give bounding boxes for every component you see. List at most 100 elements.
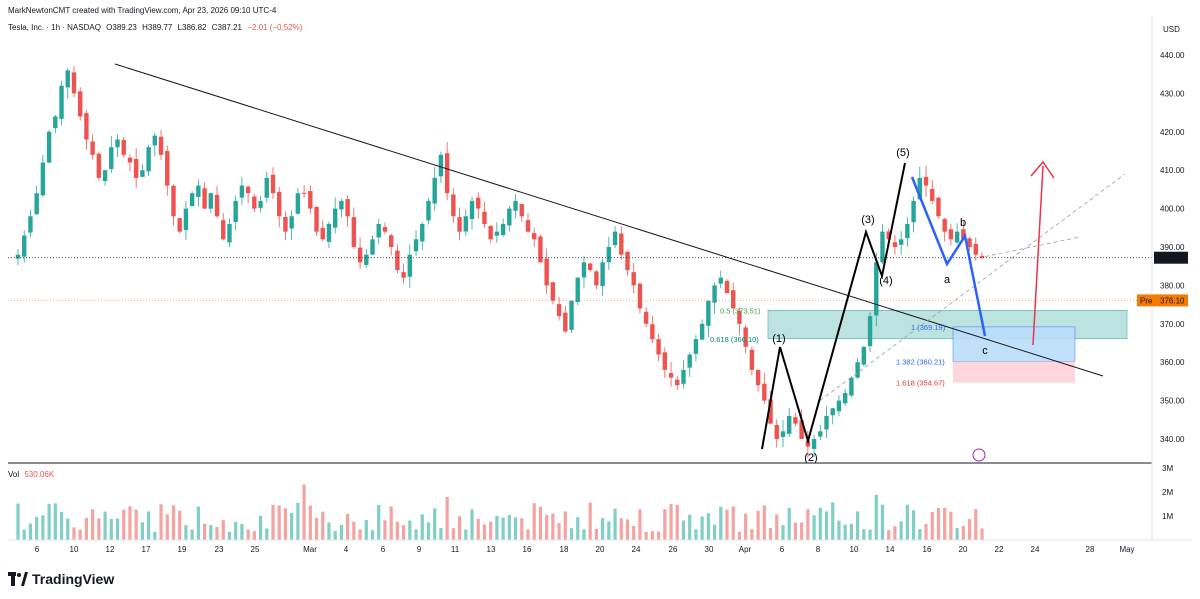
candle-body bbox=[718, 277, 723, 284]
candle-body bbox=[239, 185, 245, 198]
volume-bar bbox=[59, 511, 64, 540]
volume-bar bbox=[377, 504, 381, 540]
volume-bar bbox=[364, 519, 368, 540]
candle-body bbox=[252, 196, 257, 209]
volume-bar bbox=[638, 509, 642, 540]
volume-bar bbox=[607, 521, 611, 540]
candle-body bbox=[693, 339, 699, 354]
volume-bar bbox=[296, 502, 300, 540]
x-tick-label: 14 bbox=[886, 545, 895, 554]
volume-bar bbox=[731, 506, 735, 540]
volume-bar bbox=[824, 511, 829, 540]
wave-label: a bbox=[944, 274, 951, 286]
candle-body bbox=[308, 191, 313, 209]
dashed-trend-line bbox=[819, 173, 1126, 401]
x-tick-label: 12 bbox=[106, 545, 115, 554]
candle-body bbox=[494, 231, 500, 236]
candle-body bbox=[867, 316, 873, 347]
candle-body bbox=[463, 216, 468, 232]
candle-body bbox=[774, 424, 779, 439]
candle-body bbox=[923, 176, 929, 186]
candle-body bbox=[364, 254, 369, 265]
volume-bar bbox=[775, 514, 779, 540]
candle-body bbox=[90, 141, 95, 155]
y-tick-label: 390.00 bbox=[1160, 243, 1185, 252]
volume-bar bbox=[955, 527, 959, 540]
volume-legend: Vol 530.06K bbox=[8, 470, 57, 479]
candle-body bbox=[158, 136, 164, 155]
volume-bar bbox=[283, 508, 288, 540]
candle-body bbox=[320, 227, 325, 240]
volume-bar bbox=[209, 525, 213, 540]
volume-bar bbox=[669, 504, 673, 540]
candle-body bbox=[407, 254, 413, 277]
x-tick-label: 16 bbox=[923, 545, 932, 554]
volume-bar bbox=[712, 524, 717, 540]
candle-body bbox=[575, 277, 580, 303]
volume-bar bbox=[78, 529, 82, 540]
volume-bar bbox=[619, 518, 623, 540]
x-tick-label: 9 bbox=[417, 545, 422, 554]
x-tick-label: 13 bbox=[487, 545, 496, 554]
wave-label: (5) bbox=[896, 147, 909, 159]
volume-bar bbox=[501, 517, 505, 540]
candle-body bbox=[196, 185, 201, 197]
volume-bar bbox=[246, 529, 250, 540]
candle-body bbox=[967, 238, 972, 247]
candle-body bbox=[133, 158, 139, 178]
correction-wave-line bbox=[910, 176, 987, 337]
candle-body bbox=[973, 243, 978, 255]
candle-body bbox=[538, 236, 543, 263]
volume-bar bbox=[202, 523, 207, 540]
volume-tick-label: 3M bbox=[1162, 464, 1173, 473]
candle-body bbox=[395, 250, 400, 271]
volume-bar bbox=[762, 505, 766, 540]
candle-body bbox=[942, 219, 947, 232]
candle-body bbox=[426, 200, 431, 221]
volume-bar bbox=[308, 505, 312, 540]
volume-bar bbox=[930, 512, 934, 540]
tradingview-logo[interactable]: TradingView bbox=[8, 571, 114, 587]
volume-bar bbox=[650, 531, 654, 540]
candle-body bbox=[283, 216, 288, 232]
candle-body bbox=[699, 323, 705, 340]
volume-bar bbox=[856, 511, 860, 540]
candle-body bbox=[40, 162, 46, 196]
volume-bar bbox=[980, 528, 984, 540]
downtrend-line bbox=[114, 63, 1104, 377]
volume-bar bbox=[594, 528, 598, 540]
volume-bar bbox=[918, 529, 922, 540]
annotations: (1) (2) (3) (4) (5) a b c 0.5 (373.51) 0.618 (366… bbox=[710, 147, 988, 464]
volume-bar bbox=[557, 523, 561, 540]
volume-bar bbox=[756, 510, 760, 540]
candle-body bbox=[382, 226, 388, 232]
candle-body bbox=[183, 208, 189, 231]
candle-body bbox=[811, 439, 817, 449]
volume-bar bbox=[420, 514, 424, 540]
candle-body bbox=[625, 251, 630, 271]
x-tick-label: 24 bbox=[632, 545, 641, 554]
x-tick-label: 17 bbox=[142, 545, 151, 554]
candle-body bbox=[712, 285, 717, 303]
y-tick-label: 400.00 bbox=[1160, 205, 1185, 214]
y-tick-label: 410.00 bbox=[1160, 166, 1185, 175]
candle-body bbox=[171, 185, 176, 217]
candle-body bbox=[71, 72, 77, 94]
volume-bar bbox=[924, 524, 928, 540]
candle-body bbox=[818, 431, 823, 437]
candle-body bbox=[15, 254, 21, 259]
candle-body bbox=[836, 400, 842, 412]
volume-bars bbox=[16, 484, 984, 540]
candle-body bbox=[301, 192, 307, 194]
ohlc-open: O389.23 bbox=[106, 23, 137, 32]
ohlc-change: −2.01 (−0.52%) bbox=[247, 23, 303, 32]
candle-body bbox=[656, 339, 661, 355]
x-tick-label: 22 bbox=[995, 545, 1004, 554]
candle-body bbox=[233, 200, 238, 222]
candle-body bbox=[793, 417, 798, 424]
volume-bar bbox=[613, 508, 617, 540]
candle-body bbox=[189, 193, 195, 207]
candle-body bbox=[345, 199, 350, 217]
dashed-channel-line bbox=[984, 237, 1079, 257]
